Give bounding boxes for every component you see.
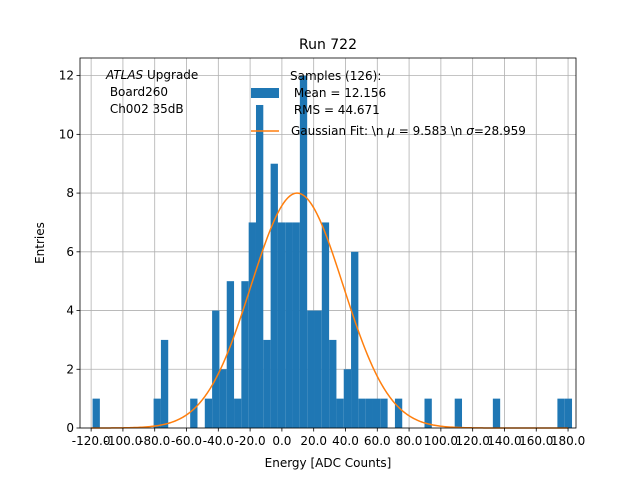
histogram-bar [299,75,308,428]
histogram-bar [219,369,227,428]
histogram-bar [277,222,286,428]
annotation-upgrade: Upgrade [143,68,198,82]
x-tick-label: 0.0 [272,434,291,448]
y-tick-label: 6 [66,245,74,259]
histogram-bar [564,398,573,428]
x-tick-label: 40.0 [332,434,359,448]
histogram-bar [190,398,198,428]
histogram-bar [153,398,161,428]
histogram-bar [226,281,235,428]
histogram-bar [285,222,293,428]
histogram-bar [321,222,330,428]
histogram-bar [263,339,271,428]
annotation-line-1: ATLAS Upgrade [105,68,198,82]
legend-samples-line-1: Samples (126): [290,69,381,83]
x-tick-label: 20.0 [300,434,327,448]
histogram-bar [365,398,373,428]
y-tick-label: 10 [59,127,74,141]
x-axis-ticks: -120.0-100.0-80.0 -60.0 -40.0 -20.0 0.0 20.0 4… [72,428,585,448]
x-tick-label: 100.0 [424,434,458,448]
y-axis-label: Entries [33,222,47,264]
x-tick-label: 80.0 [396,434,423,448]
x-tick-label: 140.0 [487,434,521,448]
histogram-bar [329,339,337,428]
histogram-bar [372,398,381,428]
legend-fit-text: Gaussian Fit: \n μ = 9.583 \n σ=28.959 [291,124,526,138]
y-tick-label: 2 [66,362,74,376]
y-tick-label: 8 [66,186,74,200]
histogram-bar [234,398,242,428]
x-tick-label: -20.0 [235,434,266,448]
histogram-bar [380,398,388,428]
histogram-bar [351,251,359,428]
histogram-bar [248,222,256,428]
legend-fit-mu-symbol: μ [386,124,395,138]
histogram-bar [424,398,432,428]
legend-fit-sigma-symbol: σ [466,124,474,138]
detector-annotation: ATLAS Upgrade Board260 Ch002 35dB [105,68,198,116]
histogram-bar [336,398,344,428]
x-tick-label: -40.0 [203,434,234,448]
histogram-bar [241,281,249,428]
x-tick-label: 60.0 [364,434,391,448]
histogram-bar [255,104,264,428]
legend-samples-swatch [251,88,279,98]
x-tick-label: -120.0 [72,434,111,448]
histogram-bar [314,310,322,428]
histogram-bar [160,339,169,428]
histogram-bar [358,398,366,428]
annotation-experiment: ATLAS [105,68,144,82]
x-tick-label: -60.0 [171,434,202,448]
histogram-bar [454,398,463,428]
legend-samples-line-3: RMS = 44.671 [290,103,380,117]
x-tick-label: 160.0 [519,434,553,448]
histogram-bar [270,163,278,428]
histogram-bar [394,398,403,428]
histogram-bar [307,310,315,428]
y-tick-label: 0 [66,421,74,435]
histogram-bar [492,398,501,428]
chart-title: Run 722 [299,37,357,53]
histogram-bar [292,222,300,428]
x-tick-label: -80.0 [139,434,170,448]
y-tick-label: 12 [59,69,74,83]
legend-fit-mu-value: = 9.583 \n [395,124,466,138]
y-axis-ticks: 0 2 4 6 8 10 12 [59,69,80,435]
histogram-bar [92,398,100,428]
legend-fit-prefix: Gaussian Fit: \n [291,124,387,138]
legend: Samples (126): Mean = 12.156 RMS = 44.67… [251,69,526,138]
x-tick-label: 120.0 [455,434,489,448]
histogram-bar [212,310,220,428]
histogram-bar [204,398,213,428]
histogram-bar [557,398,565,428]
x-tick-label: 180.0 [551,434,585,448]
y-tick-label: 4 [66,304,74,318]
plot-frame [79,57,577,429]
legend-samples-line-2: Mean = 12.156 [290,86,386,100]
x-tick-label: -100.0 [104,434,143,448]
histogram-bar [343,369,352,428]
histogram-bars [92,75,573,428]
x-axis-label: Energy [ADC Counts] [265,456,392,470]
annotation-line-3: Ch002 35dB [106,102,184,116]
legend-fit-sigma-value: =28.959 [474,124,526,138]
annotation-line-2: Board260 [106,85,168,99]
